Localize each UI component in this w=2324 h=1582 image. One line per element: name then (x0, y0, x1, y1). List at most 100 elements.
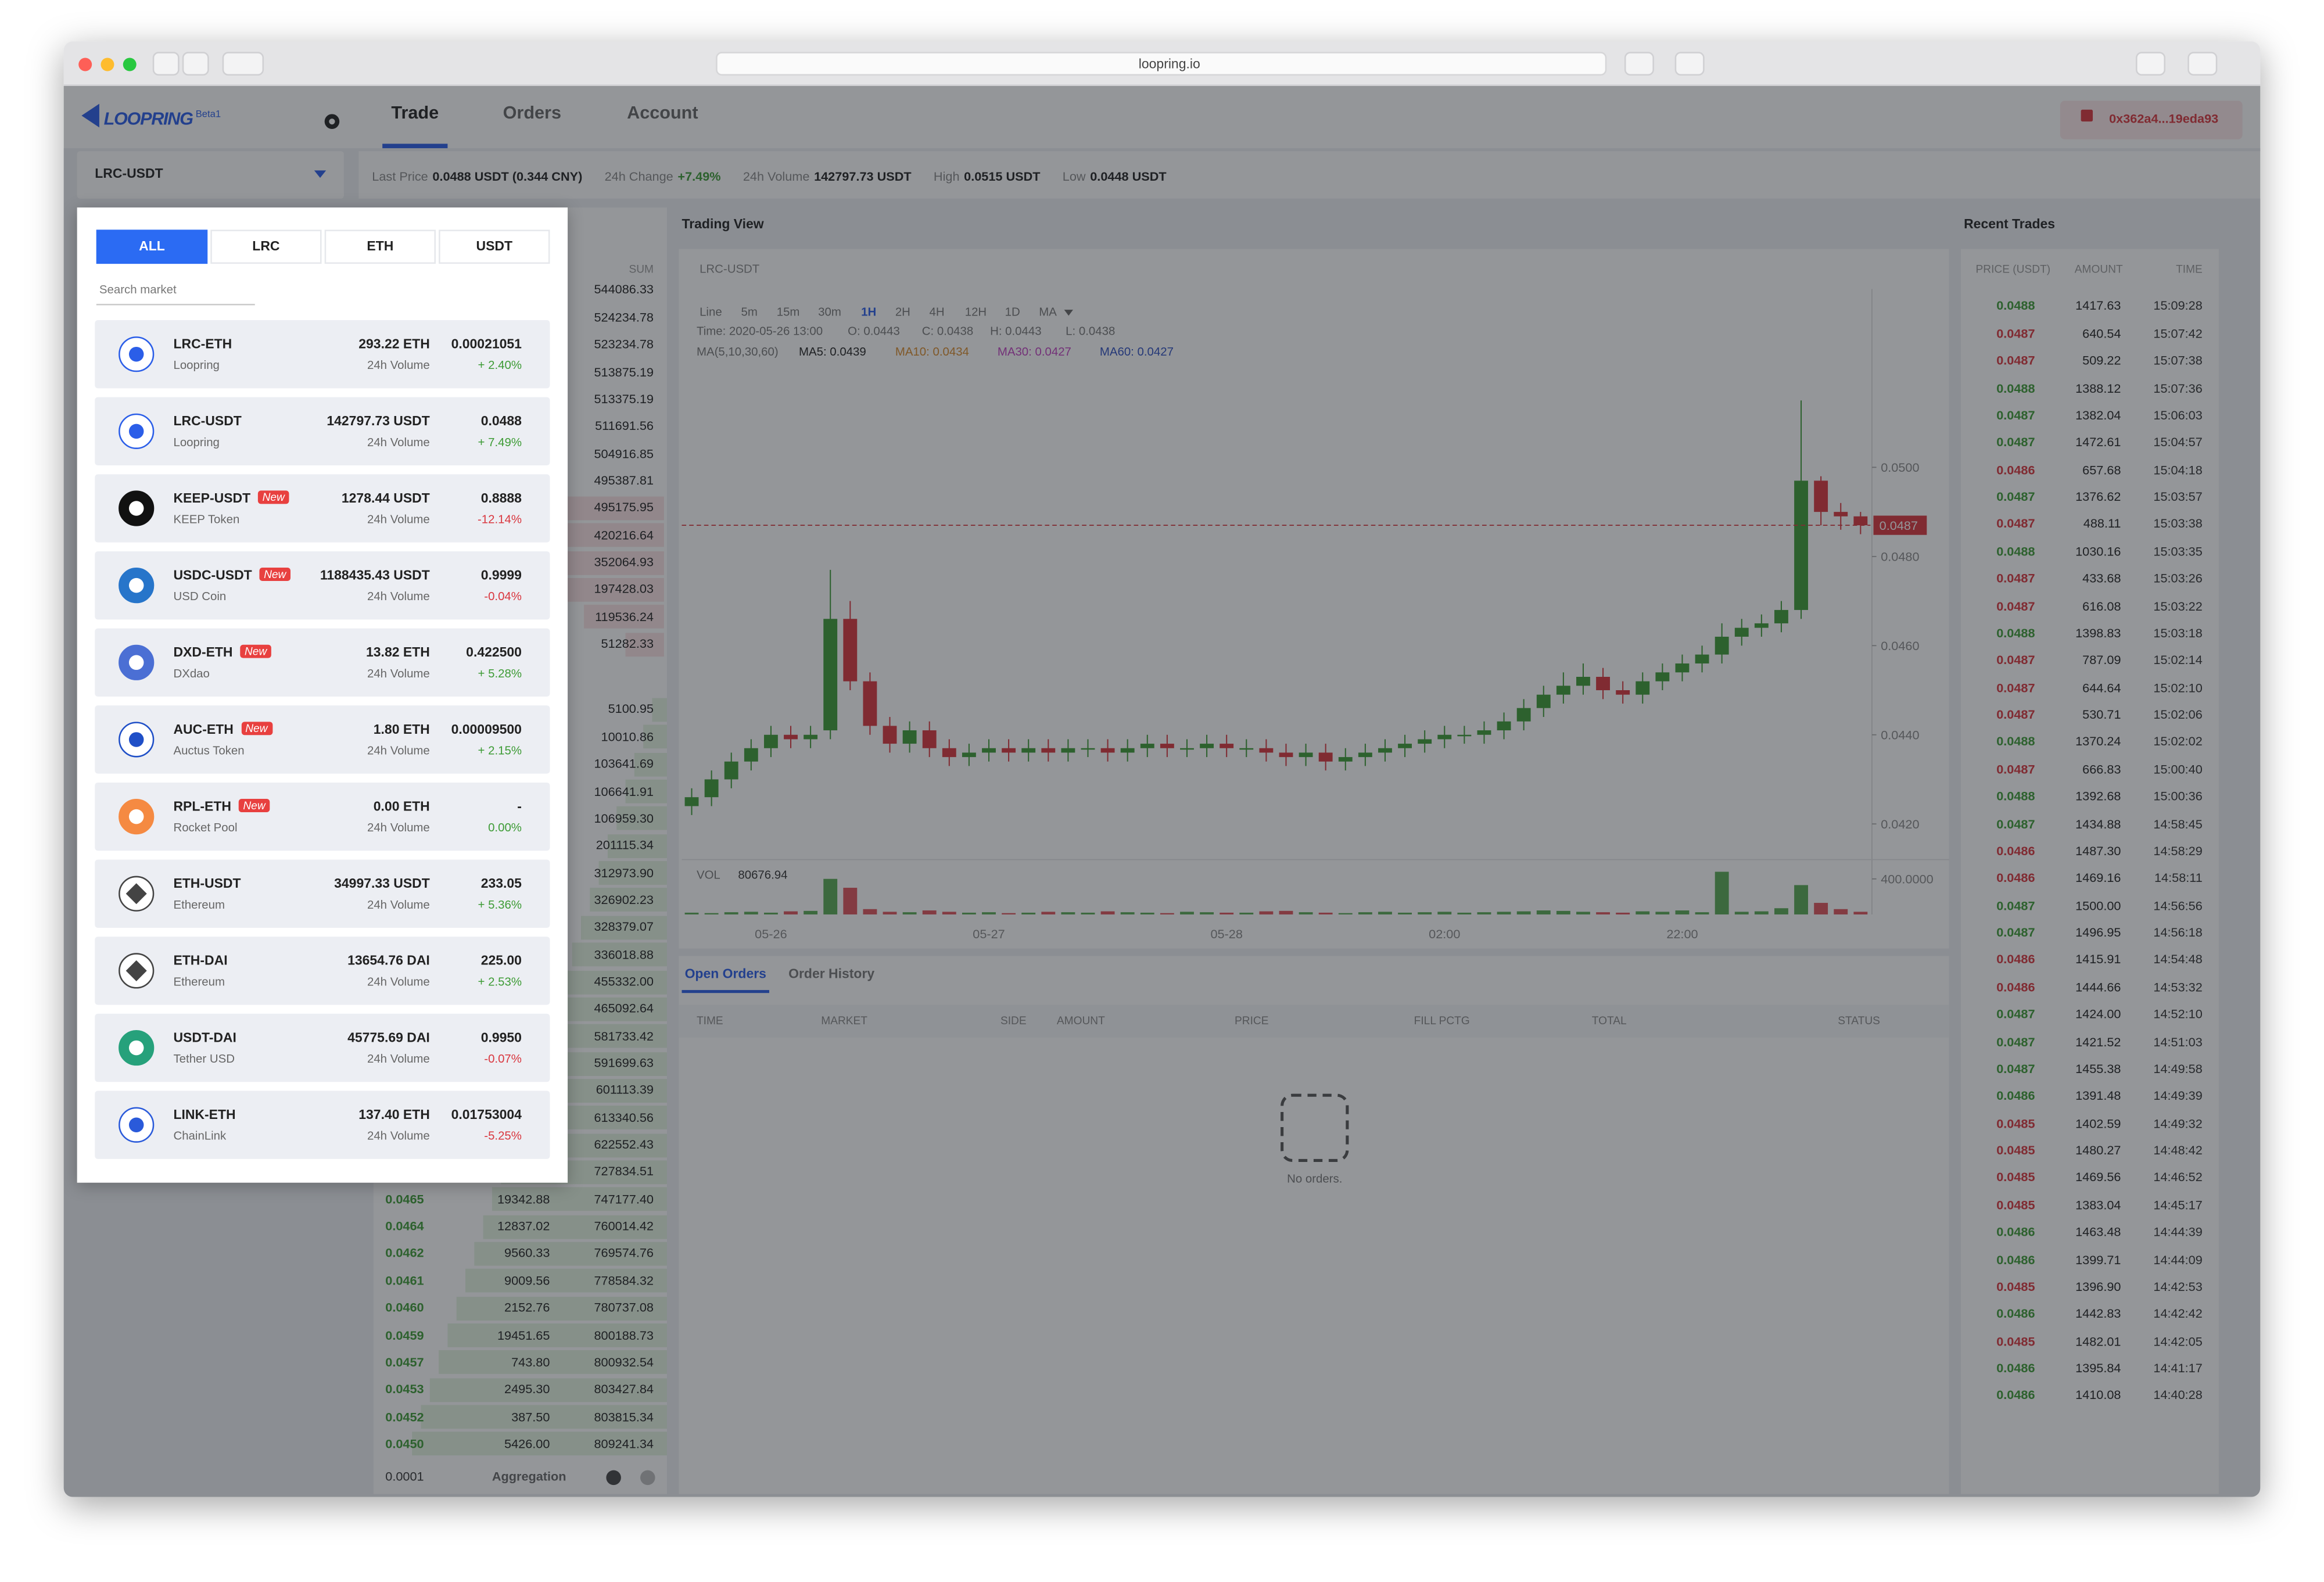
orders-tab[interactable]: Open Orders (684, 966, 766, 982)
volume-bar (1140, 912, 1154, 914)
trade-time: 14:45:17 (2153, 1197, 2203, 1212)
market-row[interactable] (95, 1013, 550, 1082)
market-tab[interactable] (439, 229, 550, 264)
window-button[interactable] (100, 57, 114, 71)
trade-amount: 1395.84 (2075, 1361, 2121, 1376)
interval-button[interactable]: 30m (818, 304, 841, 318)
nav-tab[interactable]: Trade (391, 102, 439, 124)
window-button[interactable] (77, 57, 91, 71)
bid-sum: 201115.34 (596, 837, 654, 853)
volume-bar (1061, 912, 1075, 914)
market-row[interactable] (95, 320, 550, 389)
aggregation-plus[interactable] (640, 1470, 655, 1486)
interval-button[interactable]: 12H (964, 304, 987, 318)
bid-sum: 760014.42 (594, 1218, 654, 1233)
volume-label: VOL (697, 869, 720, 882)
interval-button[interactable]: 4H (929, 304, 945, 318)
y-tick-label: 0.0420 (1881, 817, 1919, 831)
trade-time: 14:42:42 (2153, 1306, 2203, 1321)
candle-body (1378, 748, 1392, 753)
ask-sum: 495387.81 (594, 472, 654, 488)
candle-body (1853, 516, 1868, 526)
y-tick-label: 0.0440 (1881, 727, 1919, 742)
trade-price: 0.0488 (1996, 734, 2035, 749)
candle-body (1794, 480, 1808, 610)
market-pair: LRC-USDT (173, 414, 242, 429)
depth-bar (429, 1377, 667, 1402)
market-price: 225.00 (480, 953, 522, 968)
market-price: 0.9999 (480, 568, 522, 583)
empty-icon (1281, 1093, 1349, 1162)
depth-bar (643, 725, 667, 749)
market-row[interactable] (95, 551, 550, 620)
window-button[interactable] (122, 57, 136, 71)
orders-tab-underline (682, 990, 769, 993)
toolbar-button[interactable] (222, 52, 264, 76)
settings-icon[interactable] (324, 114, 340, 129)
toolbar-button[interactable] (1674, 52, 1705, 76)
candle-body (863, 681, 877, 726)
depth-bar (634, 752, 667, 776)
market-price: 0.0488 (480, 414, 522, 429)
interval-button[interactable]: Line (700, 304, 722, 318)
market-row[interactable] (95, 705, 550, 774)
volume-bar (1021, 912, 1036, 914)
interval-button[interactable]: MA (1039, 304, 1057, 318)
candle-body (763, 734, 778, 748)
interval-button[interactable]: 2H (895, 304, 910, 318)
trade-price: 0.0488 (1996, 625, 2035, 640)
market-price: 0.00009500 (451, 722, 522, 737)
trade-time: 14:49:39 (2153, 1088, 2203, 1103)
candle-body (1616, 690, 1630, 695)
trade-time: 14:44:39 (2153, 1224, 2203, 1240)
trade-time: 14:58:45 (2153, 816, 2203, 831)
depth-bar (584, 605, 664, 629)
new-badge: New (240, 644, 271, 659)
volume-bar (1239, 912, 1254, 914)
toolbar-button[interactable] (152, 52, 180, 76)
market-row[interactable] (95, 937, 550, 1005)
trade-price: 0.0486 (1996, 843, 2035, 858)
candle-info: H: 0.0443 (990, 324, 1042, 338)
volume-bar (804, 910, 818, 914)
market-tab[interactable] (324, 229, 436, 264)
market-volume: 45775.69 DAI (347, 1030, 430, 1045)
trade-price: 0.0487 (1996, 1061, 2035, 1076)
interval-button[interactable]: 5m (741, 304, 758, 318)
trades-column: PRICE (USDT) (1975, 262, 2051, 276)
market-row[interactable] (95, 782, 550, 851)
market-row[interactable] (95, 397, 550, 466)
trade-amount: 1500.00 (2075, 898, 2121, 913)
nav-tab[interactable]: Orders (503, 102, 561, 124)
market-selector[interactable] (77, 151, 344, 199)
market-row[interactable] (95, 859, 550, 928)
market-tab[interactable] (210, 229, 322, 264)
orders-tab[interactable]: Order History (788, 966, 875, 982)
nav-tab[interactable]: Account (627, 102, 698, 124)
market-row[interactable] (95, 1090, 550, 1159)
volume-bar (1715, 871, 1729, 914)
toolbar-button[interactable] (2187, 52, 2218, 76)
interval-button[interactable]: 15m (776, 304, 800, 318)
interval-button[interactable]: 1D (1005, 304, 1020, 318)
interval-button[interactable]: 1H (861, 304, 877, 318)
toolbar-button[interactable] (1624, 52, 1654, 76)
search-input[interactable]: Search market (99, 282, 177, 296)
market-row[interactable] (95, 628, 550, 697)
toolbar-button[interactable] (2136, 52, 2166, 76)
candle-body (1398, 744, 1412, 748)
volume-bar (1279, 910, 1293, 914)
market-pair: KEEP-USDT (173, 490, 251, 506)
market-pair: ETH-USDT (173, 876, 241, 891)
address-bar[interactable] (716, 52, 1607, 76)
market-tab[interactable] (96, 229, 208, 264)
market-pair: USDT-DAI (173, 1030, 236, 1045)
market-row[interactable] (95, 474, 550, 543)
volume-bar (1160, 913, 1174, 914)
bid-sum: 769574.76 (594, 1246, 654, 1261)
volume-caption: 24h Volume (367, 358, 430, 372)
aggregation-minus[interactable] (606, 1470, 621, 1486)
toolbar-button[interactable] (182, 52, 209, 76)
volume-caption: 24h Volume (367, 744, 430, 758)
bid-price: 0.0459 (385, 1327, 424, 1342)
